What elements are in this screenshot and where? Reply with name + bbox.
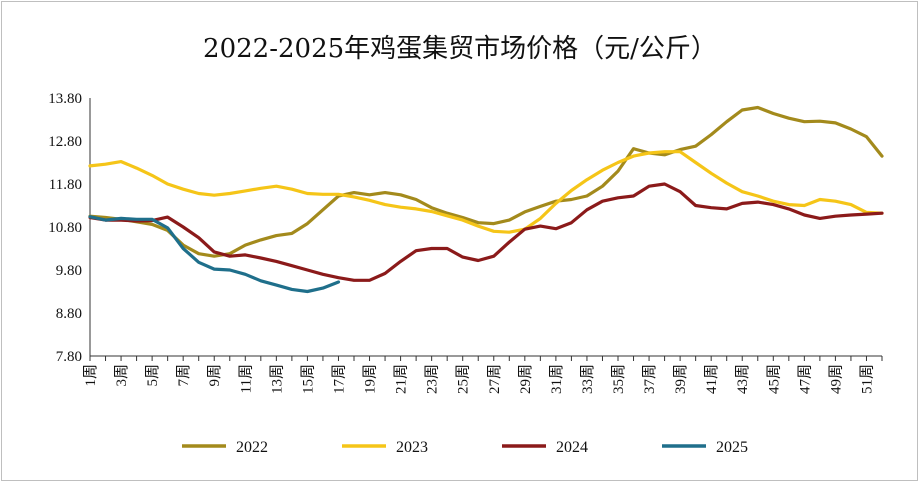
- y-tick-label: 10.80: [48, 220, 82, 236]
- series-line-2025: [88, 215, 341, 294]
- x-tick-label: 19周: [362, 364, 379, 394]
- x-tick-label: 11周: [237, 364, 254, 393]
- x-tick-label: 33周: [579, 364, 596, 394]
- y-tick-label: 12.80: [48, 134, 82, 150]
- x-tick-label: 41周: [703, 364, 720, 394]
- x-tick-label: 49周: [827, 364, 844, 394]
- x-tick-label: 3周: [113, 364, 130, 387]
- series-layer: [88, 105, 884, 294]
- y-tick-label: 11.80: [49, 177, 82, 193]
- x-tick-label: 7周: [175, 364, 192, 387]
- x-tick-label: 47周: [796, 364, 813, 394]
- x-tick-label: 17周: [330, 364, 347, 394]
- x-axis: 1周 3周 5周 7周 9周 11周 13周 15周 17周 19周 21周 23周 25周 27周 29周…: [82, 355, 883, 394]
- series-line-2023: [88, 150, 884, 234]
- x-tick-label: 27周: [486, 364, 503, 394]
- x-tick-label: 29周: [517, 364, 534, 394]
- legend-label-2024: 2024: [556, 439, 588, 456]
- y-tick-label: 9.80: [56, 263, 82, 279]
- x-tick-label: 45周: [765, 364, 782, 394]
- y-tick-label: 13.80: [48, 91, 82, 107]
- legend: 2022 2023 2024 2025: [182, 439, 748, 456]
- x-tick-label: 15周: [299, 364, 316, 394]
- x-tick-label: 37周: [641, 364, 658, 394]
- x-tick-label: 9周: [206, 364, 223, 387]
- series-line-2024: [88, 182, 884, 282]
- chart-title: 2022-2025年鸡蛋集贸市场价格（元/公斤）: [203, 34, 717, 64]
- x-tick-label: 35周: [610, 364, 627, 394]
- x-tick-label: 1周: [82, 364, 99, 387]
- x-tick-label: 13周: [268, 364, 285, 394]
- x-tick-label: 51周: [858, 364, 875, 394]
- legend-label-2023: 2023: [396, 439, 428, 456]
- y-tick-label: 7.80: [56, 349, 82, 365]
- x-tick-label: 21周: [393, 364, 410, 394]
- x-tick-label: 43周: [734, 364, 751, 394]
- x-tick-label: 39周: [672, 364, 689, 394]
- legend-label-2022: 2022: [236, 439, 268, 456]
- x-tick-label: 31周: [548, 364, 565, 394]
- y-tick-label: 8.80: [56, 306, 82, 322]
- series-line-2022: [88, 105, 884, 258]
- x-tick-label: 23周: [424, 364, 441, 394]
- y-axis: 13.80 12.80 11.80 10.80 9.80 8.80 7.80: [48, 91, 91, 365]
- x-tick-label: 25周: [455, 364, 472, 394]
- x-tick-label: 5周: [144, 364, 161, 387]
- legend-label-2025: 2025: [716, 439, 748, 456]
